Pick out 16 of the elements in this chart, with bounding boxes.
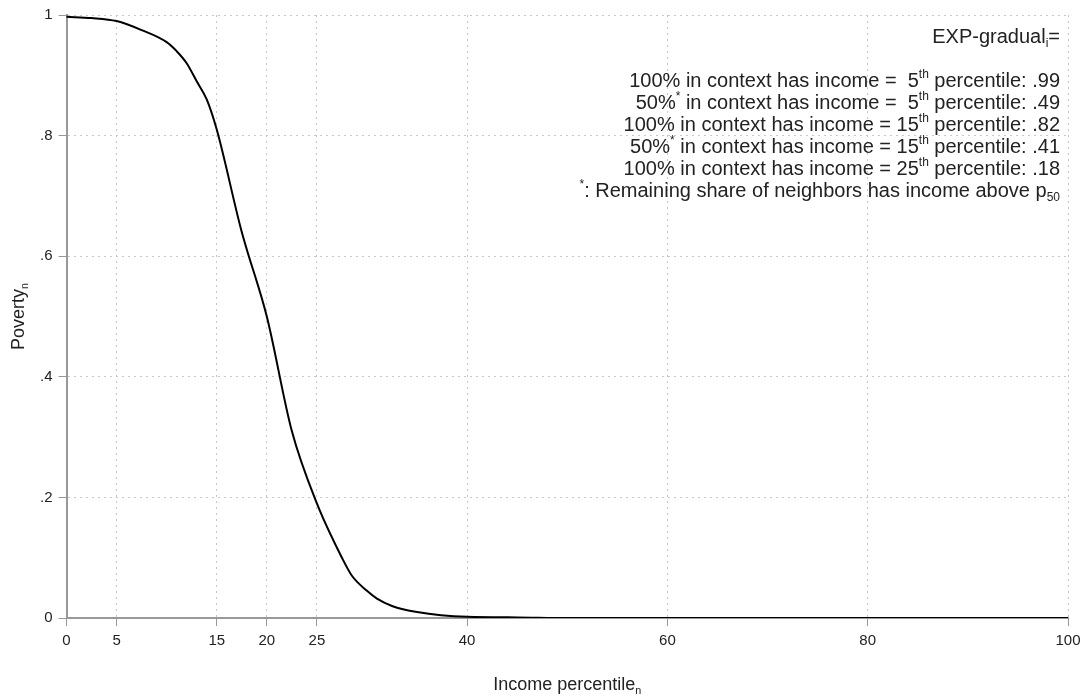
y-tick-label: 1 [44, 5, 53, 23]
y-axis-title: Povertyn [8, 282, 30, 351]
x-tick-label: 5 [112, 631, 121, 649]
y-tick-label: .8 [39, 125, 53, 143]
x-tick-label: 60 [659, 631, 676, 649]
x-tick-label: 80 [859, 631, 877, 649]
x-tick-label: 40 [458, 631, 476, 649]
x-tick-label: 25 [308, 631, 326, 649]
x-tick-label: 20 [258, 631, 276, 649]
y-tick-label: .6 [39, 246, 53, 264]
x-tick-label: 100 [1055, 631, 1081, 649]
y-tick-label: .4 [39, 366, 53, 384]
y-tick-label: 0 [44, 608, 53, 626]
x-tick-label: 15 [208, 631, 226, 649]
x-tick-label: 0 [62, 631, 71, 649]
y-tick-label: .2 [39, 487, 53, 505]
